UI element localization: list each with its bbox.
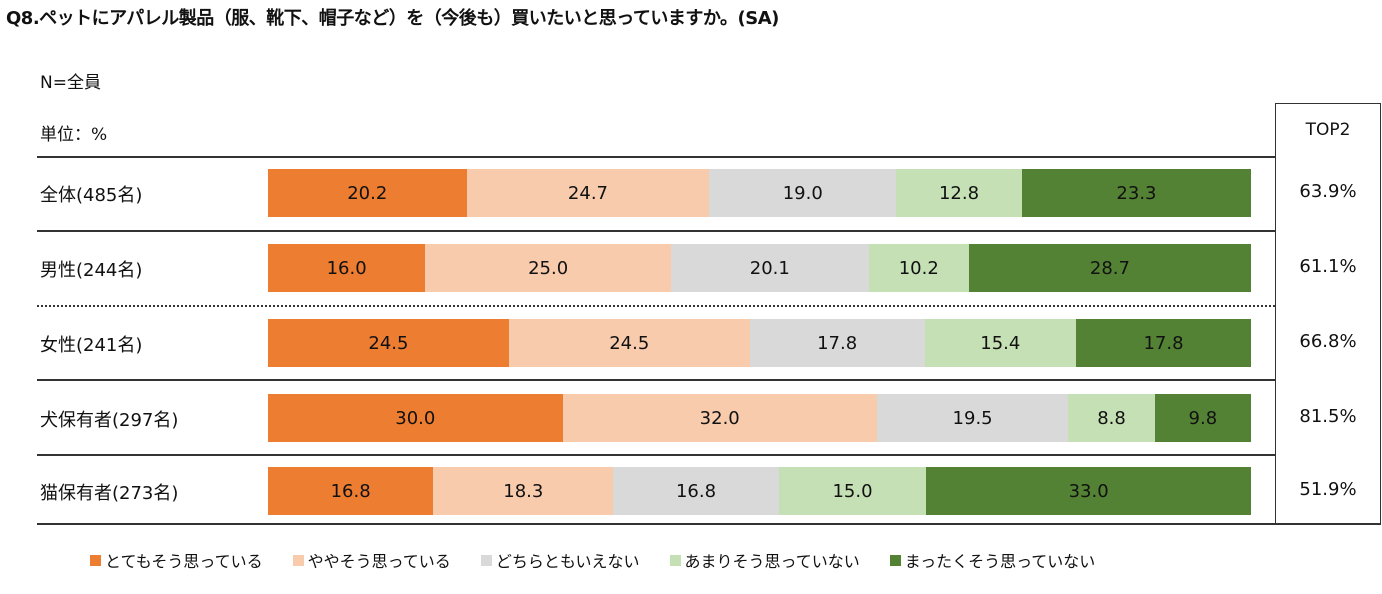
data-label: 16.8 bbox=[675, 480, 717, 502]
bar-segment: 8.8 bbox=[1068, 394, 1155, 442]
category-label: 全体(485名) bbox=[40, 185, 143, 206]
legend-swatch bbox=[292, 554, 304, 566]
top2-value: 51.9% bbox=[1299, 479, 1357, 500]
category-label: 猫保有者(273名) bbox=[40, 483, 179, 504]
data-label: 17.8 bbox=[1143, 332, 1184, 354]
category-label: 男性(244名) bbox=[40, 260, 143, 281]
data-label: 28.7 bbox=[1089, 257, 1130, 279]
divider bbox=[37, 156, 1275, 158]
legend-label: あまりそう思っていない bbox=[684, 552, 860, 571]
top2-value: 81.5% bbox=[1299, 406, 1357, 427]
data-label: 19.5 bbox=[952, 407, 993, 429]
bar-segment: 19.0 bbox=[709, 169, 897, 217]
legend-item: まったくそう思っていない bbox=[889, 548, 1096, 572]
legend-item: どちらともいえない bbox=[480, 548, 640, 572]
data-label: 18.3 bbox=[503, 480, 544, 502]
chart-title: Q8.ペットにアパレル製品（服、靴下、帽子など）を（今後も）買いたいと思っていま… bbox=[6, 8, 779, 29]
bar-segment: 24.7 bbox=[466, 169, 710, 217]
bar-segment: 20.1 bbox=[671, 244, 869, 292]
divider bbox=[37, 454, 1275, 456]
legend-label: どちらともいえない bbox=[495, 552, 640, 571]
legend-swatch bbox=[889, 554, 901, 566]
legend-label: とてもそう思っている bbox=[105, 552, 263, 571]
data-label: 24.5 bbox=[609, 332, 650, 354]
bar-segment: 15.0 bbox=[778, 467, 927, 515]
legend: とてもそう思っている ややそう思っている どちらともいえない あまりそう思っていない ま… bbox=[90, 548, 1095, 572]
bar-segment: 25.0 bbox=[425, 244, 672, 292]
data-label: 23.3 bbox=[1116, 182, 1157, 204]
divider bbox=[37, 230, 1275, 232]
bar-segment: 30.0 bbox=[268, 394, 563, 442]
bar-segment: 10.2 bbox=[868, 244, 969, 292]
legend-label: ややそう思っている bbox=[307, 552, 451, 571]
legend-item: とてもそう思っている bbox=[90, 548, 263, 572]
bar-segment: 18.3 bbox=[433, 467, 614, 515]
data-label: 19.0 bbox=[782, 182, 823, 204]
data-label: 12.8 bbox=[938, 182, 980, 204]
bar-segment: 17.8 bbox=[1076, 319, 1251, 367]
data-label: 20.1 bbox=[749, 257, 790, 279]
data-label: 16.0 bbox=[326, 257, 367, 279]
bar-segment: 32.0 bbox=[562, 394, 877, 442]
top2-value: 61.1% bbox=[1299, 256, 1357, 277]
legend-swatch bbox=[90, 554, 101, 566]
data-label: 9.8 bbox=[1188, 407, 1218, 429]
data-label: 24.5 bbox=[368, 332, 409, 354]
legend-item: あまりそう思っていない bbox=[669, 548, 860, 572]
bar-segment: 15.4 bbox=[924, 319, 1077, 367]
legend-label: まったくそう思っていない bbox=[904, 552, 1096, 571]
data-label: 24.7 bbox=[567, 182, 608, 204]
data-label: 16.8 bbox=[330, 480, 371, 502]
bar-segment: 28.7 bbox=[968, 244, 1251, 292]
base-note: N=全員 bbox=[40, 73, 101, 93]
bar-segment: 16.8 bbox=[613, 467, 779, 515]
bar-segment: 12.8 bbox=[896, 169, 1022, 217]
legend-swatch bbox=[480, 554, 492, 566]
data-label: 17.8 bbox=[817, 332, 858, 354]
category-label: 女性(241名) bbox=[40, 335, 143, 356]
bar-segment: 23.3 bbox=[1021, 169, 1251, 217]
bar-segment: 9.8 bbox=[1154, 394, 1251, 442]
data-label: 8.8 bbox=[1097, 407, 1126, 429]
top2-value: 63.9% bbox=[1299, 181, 1357, 202]
divider-dotted bbox=[37, 305, 1275, 307]
bar-segment: 24.5 bbox=[268, 319, 509, 367]
bar-segment: 20.2 bbox=[268, 169, 467, 217]
legend-swatch bbox=[669, 554, 681, 566]
data-label: 20.2 bbox=[347, 182, 388, 204]
unit-note: 単位：% bbox=[40, 125, 108, 145]
bar-segment: 24.5 bbox=[508, 319, 750, 367]
data-label: 32.0 bbox=[699, 407, 740, 429]
divider bbox=[37, 379, 1275, 381]
divider bbox=[37, 523, 1381, 525]
category-label: 犬保有者(297名) bbox=[40, 410, 179, 431]
bar-segment: 16.0 bbox=[268, 244, 426, 292]
data-label: 10.2 bbox=[898, 257, 939, 279]
data-label: 25.0 bbox=[528, 257, 569, 279]
top2-value: 66.8% bbox=[1299, 331, 1357, 352]
data-label: 15.4 bbox=[980, 332, 1021, 354]
bar-segment: 17.8 bbox=[749, 319, 925, 367]
data-label: 15.0 bbox=[832, 480, 873, 502]
top2-header: TOP2 bbox=[1305, 120, 1351, 140]
data-label: 30.0 bbox=[395, 407, 436, 429]
data-label: 33.0 bbox=[1068, 480, 1109, 502]
bar-segment: 33.0 bbox=[926, 467, 1251, 515]
bar-segment: 16.8 bbox=[268, 467, 434, 515]
legend-item: ややそう思っている bbox=[292, 548, 451, 572]
bar-segment: 19.5 bbox=[876, 394, 1069, 442]
top2-column bbox=[1275, 103, 1381, 524]
